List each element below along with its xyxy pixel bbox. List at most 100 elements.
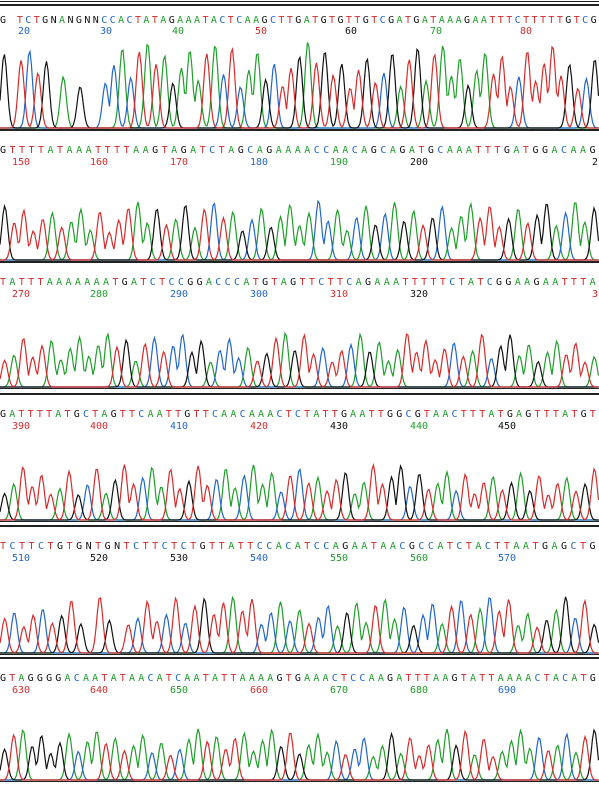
base-call: T <box>64 409 71 420</box>
base-call: N <box>50 15 57 26</box>
base-call: C <box>514 15 521 26</box>
position-ticks: 630 640 650 660 670 680 690 <box>0 685 599 697</box>
base-call: G <box>506 409 513 420</box>
base-call: A <box>84 277 91 288</box>
base-call: C <box>215 277 222 288</box>
base-call: T <box>561 277 568 288</box>
position-ticks: 20 30 40 50 60 70 80 <box>0 26 599 38</box>
base-call: T <box>37 277 44 288</box>
base-call: G <box>590 15 597 26</box>
base-call: A <box>82 673 89 684</box>
base-call: T <box>543 673 550 684</box>
base-call: G <box>505 277 512 288</box>
base-call: T <box>405 673 412 684</box>
base-call: T <box>27 409 34 420</box>
base-call: G <box>388 15 395 26</box>
base-call: T <box>539 15 546 26</box>
base-call: T <box>101 673 108 684</box>
base-call: T <box>285 409 292 420</box>
base-call: T <box>411 277 418 288</box>
base-call: A <box>205 277 212 288</box>
base-call: T <box>152 541 159 552</box>
position-tick-label: 20 <box>18 26 31 37</box>
base-call: C <box>38 541 45 552</box>
base-call: G <box>36 673 43 684</box>
position-tick-label: 450 <box>498 421 517 432</box>
position-tick-label: 50 <box>255 26 268 37</box>
base-call: C <box>449 277 456 288</box>
base-call: C <box>149 277 156 288</box>
position-tick-label: 680 <box>410 685 429 696</box>
base-call: T <box>227 15 234 26</box>
position-ticks: 150 160 170 180 190 200 2 <box>0 157 599 169</box>
base-call: G <box>75 15 82 26</box>
base-call: T <box>271 277 278 288</box>
base-call: T <box>247 541 254 552</box>
base-call: A <box>110 673 117 684</box>
base-call: C <box>256 541 263 552</box>
trace-g <box>0 728 599 781</box>
base-call: G <box>55 673 62 684</box>
base-call: T <box>0 541 7 552</box>
base-call: T <box>494 145 501 156</box>
base-call: A <box>455 15 462 26</box>
base-call: T <box>430 277 437 288</box>
base-call: T <box>36 409 43 420</box>
base-call: G <box>337 15 344 26</box>
base-call: T <box>522 145 529 156</box>
base-call: A <box>361 541 368 552</box>
base-call: G <box>414 409 421 420</box>
position-ticks: 270 280 290 300 310 320 3 <box>0 289 599 301</box>
base-call: T <box>221 673 228 684</box>
base-call: A <box>332 145 339 156</box>
base-call: T <box>469 409 477 420</box>
base-call: A <box>101 409 108 420</box>
base-call: T <box>123 541 130 552</box>
base-call: G <box>152 145 159 156</box>
base-call: T <box>47 541 54 552</box>
base-call: C <box>437 145 444 156</box>
base-call: T <box>202 15 209 26</box>
trace-t <box>0 45 599 129</box>
separator-line <box>0 521 599 522</box>
base-call: A <box>522 541 529 552</box>
position-tick-label: 270 <box>12 289 31 300</box>
trace-g <box>0 463 599 521</box>
base-call: T <box>9 145 16 156</box>
base-call: T <box>331 409 338 420</box>
base-call: T <box>354 15 361 26</box>
base-call: A <box>350 409 357 420</box>
base-call: C <box>161 541 168 552</box>
base-call: T <box>458 277 465 288</box>
base-call: T <box>503 541 510 552</box>
trace-a <box>0 42 599 129</box>
position-tick-label: 530 <box>170 553 189 564</box>
position-tick-label: 640 <box>90 685 109 696</box>
trace-t <box>0 729 599 781</box>
base-call: A <box>361 145 368 156</box>
trace-g <box>0 47 599 129</box>
base-call: T <box>460 673 467 684</box>
base-call: G <box>27 673 34 684</box>
base-call: A <box>524 277 531 288</box>
base-call: A <box>433 409 440 420</box>
separator-line <box>0 781 599 782</box>
base-call: C <box>9 541 16 552</box>
base-call: C <box>175 673 182 684</box>
base-call: A <box>421 15 428 26</box>
base-call: T <box>556 15 563 26</box>
base-call: A <box>64 673 71 684</box>
base-call: A <box>551 145 558 156</box>
base-call: G <box>589 673 596 684</box>
base-call: A <box>570 145 577 156</box>
base-call: A <box>389 541 396 552</box>
base-call: A <box>516 673 523 684</box>
base-call: G <box>396 409 403 420</box>
base-call: G <box>589 145 596 156</box>
base-call: A <box>131 277 138 288</box>
base-call: T <box>370 541 377 552</box>
base-call: A <box>190 145 197 156</box>
base-call: T <box>218 541 225 552</box>
